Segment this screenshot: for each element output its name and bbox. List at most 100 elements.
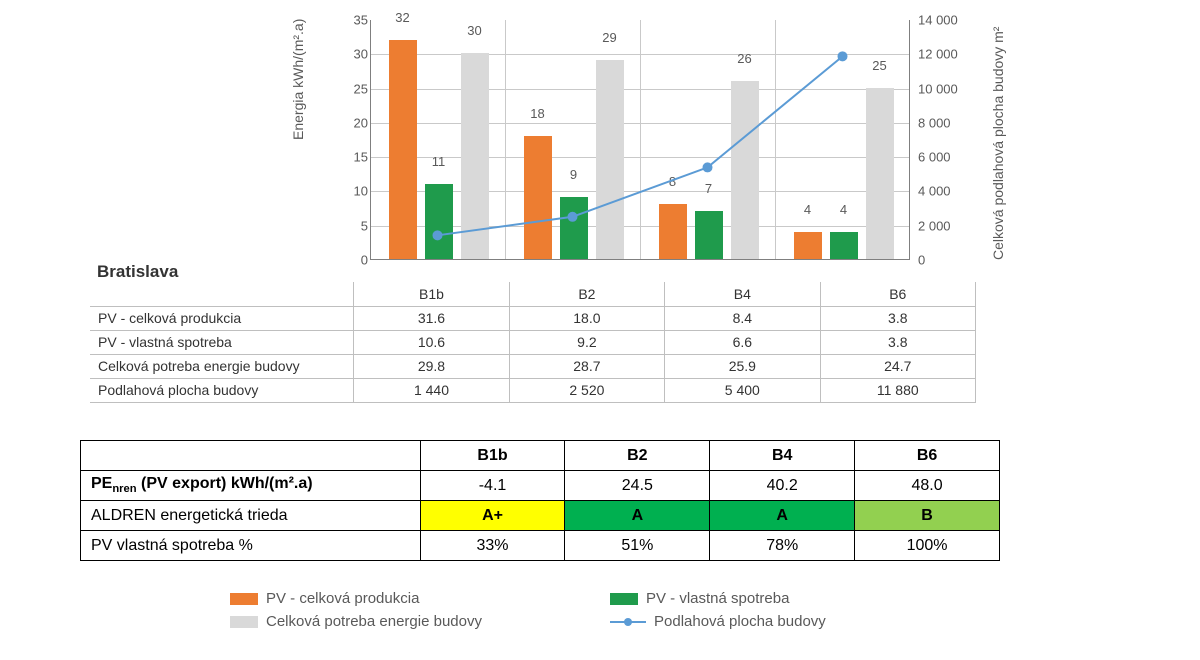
y-tick-left: 0 bbox=[344, 253, 368, 268]
column-header: B4 bbox=[665, 282, 820, 306]
y-tick-right: 6 000 bbox=[918, 150, 978, 165]
table-cell: 8.4 bbox=[665, 306, 820, 330]
table-cell: 3.8 bbox=[820, 306, 975, 330]
table-cell: 24.7 bbox=[820, 354, 975, 378]
bar-label: 18 bbox=[524, 106, 552, 121]
table-cell: 18.0 bbox=[509, 306, 664, 330]
legend-item: Podlahová plocha budovy bbox=[610, 613, 990, 630]
y-axis-label-right: Celková podlahová plocha budovy m² bbox=[990, 27, 1006, 260]
column-header: B4 bbox=[710, 441, 855, 471]
table-cell: 40.2 bbox=[710, 471, 855, 501]
table-cell: 51% bbox=[565, 531, 710, 561]
legend-swatch bbox=[230, 616, 258, 628]
table-cell: 11 880 bbox=[820, 378, 975, 402]
bar-label: 25 bbox=[866, 58, 894, 73]
column-header: B2 bbox=[565, 441, 710, 471]
table-corner bbox=[90, 282, 354, 306]
y-tick-left: 20 bbox=[344, 115, 368, 130]
y-tick-left: 5 bbox=[344, 218, 368, 233]
table-cell: B bbox=[855, 501, 1000, 531]
legend-label: PV - vlastná spotreba bbox=[646, 590, 789, 607]
table-cell: 5 400 bbox=[665, 378, 820, 402]
legend-label: Celková potreba energie budovy bbox=[266, 613, 482, 630]
table-cell: 6.6 bbox=[665, 330, 820, 354]
bar-label: 4 bbox=[794, 202, 822, 217]
category-group: 87 26 bbox=[641, 20, 776, 259]
table-cell: 29.8 bbox=[354, 354, 509, 378]
chart-plot-area: 321130 18 9 29 87 26 44 25 bbox=[370, 20, 910, 260]
table-cell: 31.6 bbox=[354, 306, 509, 330]
column-header: B6 bbox=[855, 441, 1000, 471]
bar bbox=[830, 232, 858, 259]
category-group: 44 25 bbox=[776, 20, 911, 259]
row-header: PV vlastná spotreba % bbox=[81, 531, 421, 561]
table-cell: A bbox=[710, 501, 855, 531]
bar bbox=[695, 211, 723, 259]
row-header: PV - celková produkcia bbox=[90, 306, 354, 330]
y-tick-right: 10 000 bbox=[918, 81, 978, 96]
legend-label: PV - celková produkcia bbox=[266, 590, 419, 607]
category-group: 18 9 29 bbox=[506, 20, 641, 259]
bar-label: 26 bbox=[731, 51, 759, 66]
bar bbox=[596, 60, 624, 259]
table-cell: 100% bbox=[855, 531, 1000, 561]
table-cell: -4.1 bbox=[420, 471, 565, 501]
y-tick-left: 35 bbox=[344, 13, 368, 28]
legend: PV - celková produkcia PV - vlastná spotr… bbox=[230, 590, 990, 630]
table-cell: 1 440 bbox=[354, 378, 509, 402]
legend-swatch bbox=[230, 593, 258, 605]
legend-swatch bbox=[610, 593, 638, 605]
bar-label: 4 bbox=[830, 202, 858, 217]
bar-label: 9 bbox=[560, 167, 588, 182]
table-cell: 48.0 bbox=[855, 471, 1000, 501]
bar bbox=[794, 232, 822, 259]
bar bbox=[389, 40, 417, 259]
bar bbox=[461, 53, 489, 259]
legend-label: Podlahová plocha budovy bbox=[654, 613, 826, 630]
bar-label: 29 bbox=[596, 30, 624, 45]
bar bbox=[866, 88, 894, 259]
table-cell: 3.8 bbox=[820, 330, 975, 354]
legend-item: PV - vlastná spotreba bbox=[610, 590, 990, 607]
y-tick-left: 15 bbox=[344, 150, 368, 165]
bar bbox=[659, 204, 687, 259]
chart-data-table: B1bB2B4B6 PV - celková produkcia31.618.08… bbox=[90, 282, 976, 403]
legend-line-swatch bbox=[610, 615, 646, 629]
bar bbox=[560, 197, 588, 259]
chart: Energia kWh/(m².a) Celková podlahová plo… bbox=[310, 10, 1000, 290]
row-header: Podlahová plocha budovy bbox=[90, 378, 354, 402]
y-tick-right: 8 000 bbox=[918, 115, 978, 130]
column-header: B2 bbox=[509, 282, 664, 306]
bar bbox=[731, 81, 759, 259]
table-cell: 28.7 bbox=[509, 354, 664, 378]
column-header: B6 bbox=[820, 282, 975, 306]
row-header: PV - vlastná spotreba bbox=[90, 330, 354, 354]
table-cell: 9.2 bbox=[509, 330, 664, 354]
y-tick-right: 4 000 bbox=[918, 184, 978, 199]
row-header: Celková potreba energie budovy bbox=[90, 354, 354, 378]
table-cell: A+ bbox=[420, 501, 565, 531]
y-tick-left: 30 bbox=[344, 47, 368, 62]
bar bbox=[425, 184, 453, 259]
table-cell: 24.5 bbox=[565, 471, 710, 501]
legend-item: Celková potreba energie budovy bbox=[230, 613, 610, 630]
y-axis-label-left: Energia kWh/(m².a) bbox=[290, 19, 306, 140]
table-cell: 25.9 bbox=[665, 354, 820, 378]
category-group: 321130 bbox=[371, 20, 506, 259]
bar-label: 8 bbox=[659, 174, 687, 189]
row-header: PEnren (PV export) kWh/(m².a) bbox=[81, 471, 421, 501]
summary-table: B1bB2B4B6PEnren (PV export) kWh/(m².a)-4… bbox=[80, 440, 1000, 561]
bar bbox=[524, 136, 552, 259]
table-cell: 78% bbox=[710, 531, 855, 561]
table-corner bbox=[81, 441, 421, 471]
y-tick-right: 0 bbox=[918, 253, 978, 268]
bar-label: 30 bbox=[461, 23, 489, 38]
table-cell: 33% bbox=[420, 531, 565, 561]
y-tick-left: 10 bbox=[344, 184, 368, 199]
figure: Energia kWh/(m².a) Celková podlahová plo… bbox=[0, 0, 1200, 660]
table-cell: 2 520 bbox=[509, 378, 664, 402]
bar-label: 7 bbox=[695, 181, 723, 196]
column-header: B1b bbox=[354, 282, 509, 306]
y-tick-right: 2 000 bbox=[918, 218, 978, 233]
y-tick-right: 14 000 bbox=[918, 13, 978, 28]
